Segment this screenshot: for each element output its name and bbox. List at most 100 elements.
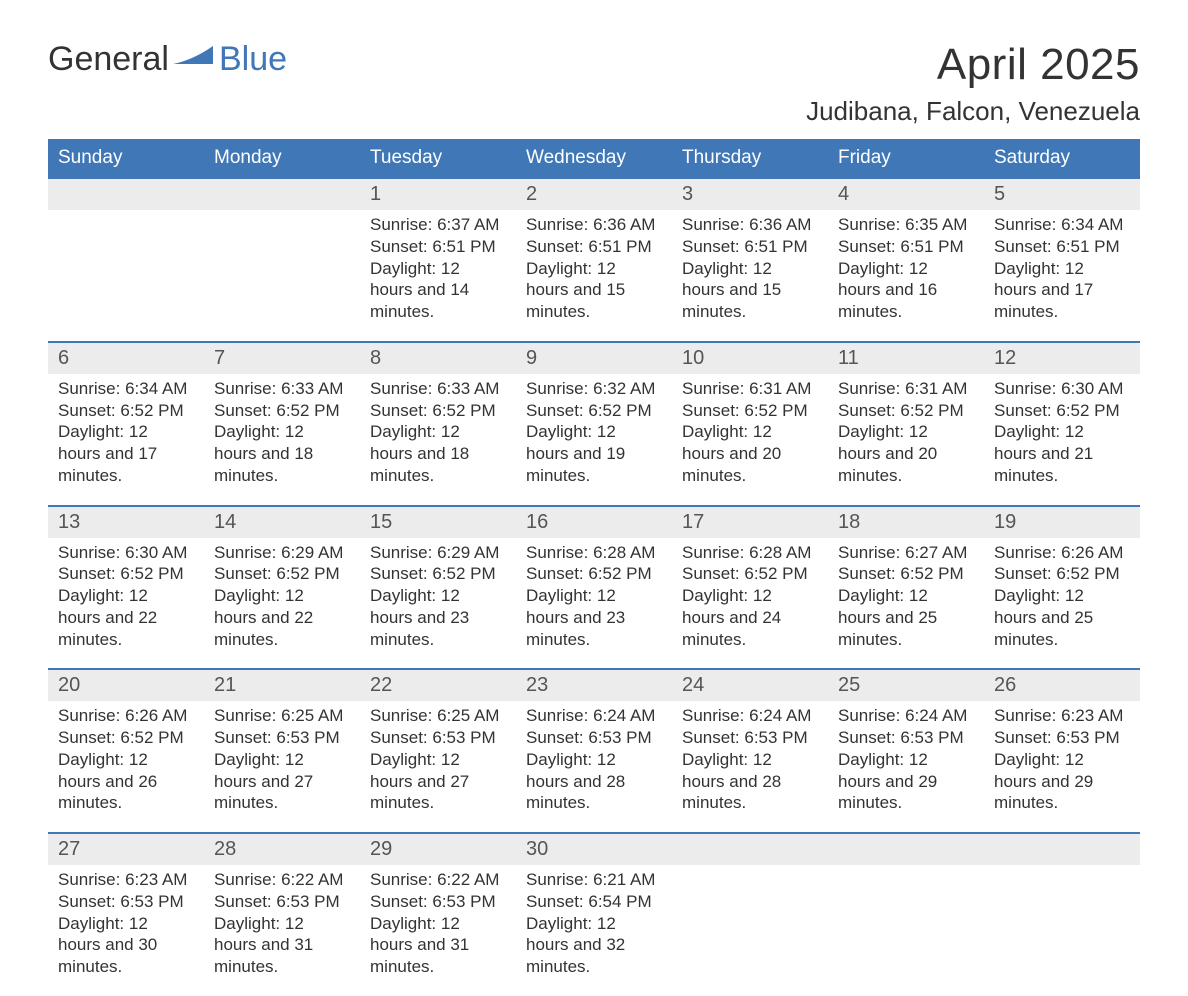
sunset-text: Sunset: 6:52 PM xyxy=(682,563,818,585)
weekday-label: Saturday xyxy=(984,139,1140,177)
day-cell: Sunrise: 6:33 AMSunset: 6:52 PMDaylight:… xyxy=(204,374,360,505)
logo-text-1: General xyxy=(48,40,169,79)
logo-swoosh-icon xyxy=(173,42,213,64)
sunrise-text: Sunrise: 6:24 AM xyxy=(526,705,662,727)
calendar-week: 13141516171819Sunrise: 6:30 AMSunset: 6:… xyxy=(48,505,1140,669)
daylight-text: Daylight: 12 hours and 16 minutes. xyxy=(838,258,974,323)
sunrise-text: Sunrise: 6:25 AM xyxy=(214,705,350,727)
day-cell: Sunrise: 6:36 AMSunset: 6:51 PMDaylight:… xyxy=(516,210,672,341)
day-number: 20 xyxy=(48,670,204,701)
sunset-text: Sunset: 6:52 PM xyxy=(370,400,506,422)
header: General Blue April 2025 Judibana, Falcon… xyxy=(48,40,1140,127)
day-number xyxy=(828,834,984,865)
daylight-text: Daylight: 12 hours and 20 minutes. xyxy=(838,421,974,486)
sunset-text: Sunset: 6:52 PM xyxy=(58,400,194,422)
day-number xyxy=(48,179,204,210)
day-number: 16 xyxy=(516,507,672,538)
sunset-text: Sunset: 6:51 PM xyxy=(838,236,974,258)
page-root: General Blue April 2025 Judibana, Falcon… xyxy=(0,0,1188,918)
day-cell: Sunrise: 6:26 AMSunset: 6:52 PMDaylight:… xyxy=(48,701,204,832)
daylight-text: Daylight: 12 hours and 18 minutes. xyxy=(370,421,506,486)
sunset-text: Sunset: 6:53 PM xyxy=(58,891,194,913)
sunrise-text: Sunrise: 6:29 AM xyxy=(214,542,350,564)
day-number: 11 xyxy=(828,343,984,374)
day-cell: Sunrise: 6:31 AMSunset: 6:52 PMDaylight:… xyxy=(828,374,984,505)
sunrise-text: Sunrise: 6:24 AM xyxy=(682,705,818,727)
calendar-weeks: 12345Sunrise: 6:37 AMSunset: 6:51 PMDayl… xyxy=(48,177,1140,996)
sunrise-text: Sunrise: 6:29 AM xyxy=(370,542,506,564)
daylight-text: Daylight: 12 hours and 30 minutes. xyxy=(58,913,194,978)
sunrise-text: Sunrise: 6:28 AM xyxy=(526,542,662,564)
daylight-text: Daylight: 12 hours and 25 minutes. xyxy=(994,585,1130,650)
day-number: 5 xyxy=(984,179,1140,210)
sunrise-text: Sunrise: 6:22 AM xyxy=(370,869,506,891)
sunrise-text: Sunrise: 6:34 AM xyxy=(58,378,194,400)
daylight-text: Daylight: 12 hours and 31 minutes. xyxy=(214,913,350,978)
sunset-text: Sunset: 6:51 PM xyxy=(370,236,506,258)
day-number: 6 xyxy=(48,343,204,374)
logo-text-2: Blue xyxy=(219,40,287,79)
sunrise-text: Sunrise: 6:28 AM xyxy=(682,542,818,564)
day-cell: Sunrise: 6:26 AMSunset: 6:52 PMDaylight:… xyxy=(984,538,1140,669)
sunset-text: Sunset: 6:52 PM xyxy=(682,400,818,422)
daylight-text: Daylight: 12 hours and 22 minutes. xyxy=(58,585,194,650)
daylight-text: Daylight: 12 hours and 23 minutes. xyxy=(526,585,662,650)
day-cell: Sunrise: 6:24 AMSunset: 6:53 PMDaylight:… xyxy=(672,701,828,832)
day-number: 10 xyxy=(672,343,828,374)
daylight-text: Daylight: 12 hours and 24 minutes. xyxy=(682,585,818,650)
weekday-label: Wednesday xyxy=(516,139,672,177)
day-number: 25 xyxy=(828,670,984,701)
daylight-text: Daylight: 12 hours and 23 minutes. xyxy=(370,585,506,650)
day-cell: Sunrise: 6:22 AMSunset: 6:53 PMDaylight:… xyxy=(204,865,360,996)
day-cell: Sunrise: 6:24 AMSunset: 6:53 PMDaylight:… xyxy=(516,701,672,832)
day-cell xyxy=(672,865,828,996)
sunrise-text: Sunrise: 6:26 AM xyxy=(58,705,194,727)
day-number: 13 xyxy=(48,507,204,538)
daycell-row: Sunrise: 6:37 AMSunset: 6:51 PMDaylight:… xyxy=(48,210,1140,341)
daylight-text: Daylight: 12 hours and 26 minutes. xyxy=(58,749,194,814)
daylight-text: Daylight: 12 hours and 21 minutes. xyxy=(994,421,1130,486)
day-cell: Sunrise: 6:34 AMSunset: 6:51 PMDaylight:… xyxy=(984,210,1140,341)
day-number: 26 xyxy=(984,670,1140,701)
day-cell: Sunrise: 6:23 AMSunset: 6:53 PMDaylight:… xyxy=(48,865,204,996)
daylight-text: Daylight: 12 hours and 15 minutes. xyxy=(682,258,818,323)
sunrise-text: Sunrise: 6:33 AM xyxy=(214,378,350,400)
calendar-week: 12345Sunrise: 6:37 AMSunset: 6:51 PMDayl… xyxy=(48,177,1140,341)
day-cell: Sunrise: 6:27 AMSunset: 6:52 PMDaylight:… xyxy=(828,538,984,669)
weekday-header-row: Sunday Monday Tuesday Wednesday Thursday… xyxy=(48,139,1140,177)
sunset-text: Sunset: 6:53 PM xyxy=(526,727,662,749)
sunset-text: Sunset: 6:52 PM xyxy=(214,563,350,585)
daylight-text: Daylight: 12 hours and 20 minutes. xyxy=(682,421,818,486)
sunrise-text: Sunrise: 6:32 AM xyxy=(526,378,662,400)
day-number: 7 xyxy=(204,343,360,374)
day-number: 22 xyxy=(360,670,516,701)
day-number: 30 xyxy=(516,834,672,865)
sunset-text: Sunset: 6:53 PM xyxy=(838,727,974,749)
sunrise-text: Sunrise: 6:34 AM xyxy=(994,214,1130,236)
day-cell: Sunrise: 6:28 AMSunset: 6:52 PMDaylight:… xyxy=(516,538,672,669)
daylight-text: Daylight: 12 hours and 17 minutes. xyxy=(58,421,194,486)
sunrise-text: Sunrise: 6:21 AM xyxy=(526,869,662,891)
sunrise-text: Sunrise: 6:31 AM xyxy=(682,378,818,400)
sunset-text: Sunset: 6:51 PM xyxy=(994,236,1130,258)
weekday-label: Thursday xyxy=(672,139,828,177)
sunset-text: Sunset: 6:52 PM xyxy=(526,400,662,422)
daylight-text: Daylight: 12 hours and 29 minutes. xyxy=(994,749,1130,814)
daylight-text: Daylight: 12 hours and 31 minutes. xyxy=(370,913,506,978)
day-number: 17 xyxy=(672,507,828,538)
day-number: 27 xyxy=(48,834,204,865)
day-number: 18 xyxy=(828,507,984,538)
sunset-text: Sunset: 6:52 PM xyxy=(214,400,350,422)
sunrise-text: Sunrise: 6:36 AM xyxy=(682,214,818,236)
day-number xyxy=(204,179,360,210)
daylight-text: Daylight: 12 hours and 22 minutes. xyxy=(214,585,350,650)
sunrise-text: Sunrise: 6:33 AM xyxy=(370,378,506,400)
sunset-text: Sunset: 6:51 PM xyxy=(526,236,662,258)
sunset-text: Sunset: 6:53 PM xyxy=(682,727,818,749)
sunrise-text: Sunrise: 6:25 AM xyxy=(370,705,506,727)
daycell-row: Sunrise: 6:26 AMSunset: 6:52 PMDaylight:… xyxy=(48,701,1140,832)
sunrise-text: Sunrise: 6:37 AM xyxy=(370,214,506,236)
sunset-text: Sunset: 6:53 PM xyxy=(214,727,350,749)
day-cell xyxy=(204,210,360,341)
weekday-label: Friday xyxy=(828,139,984,177)
